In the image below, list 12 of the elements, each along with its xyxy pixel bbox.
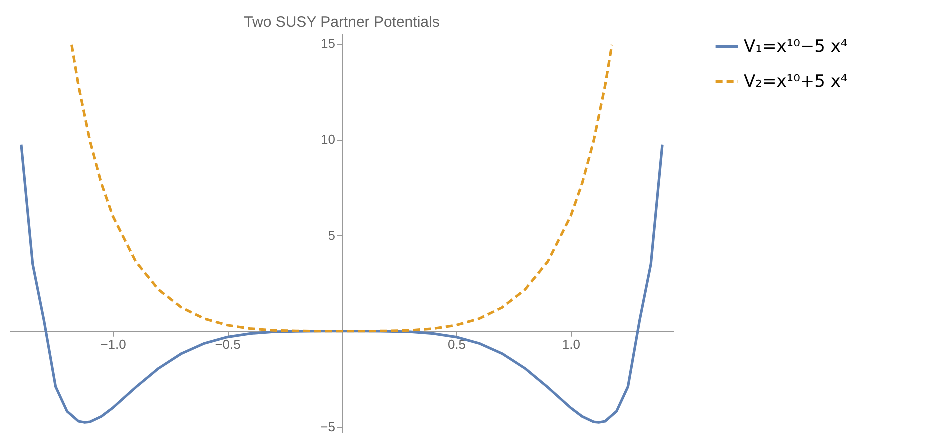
legend-label: V₁=x¹⁰−5 x⁴: [744, 37, 848, 57]
line-series: [20, 144, 664, 424]
y-tick-label: 15: [321, 36, 336, 52]
x-tick-label: −0.5: [215, 336, 241, 352]
y-tick-label: −5: [320, 420, 336, 435]
x-tick-label: 0.5: [448, 336, 466, 352]
legend-label: V₂=x¹⁰+5 x⁴: [744, 72, 848, 92]
x-tick-label: −1.0: [100, 336, 126, 352]
chart-title: Two SUSY Partner Potentials: [244, 14, 440, 31]
y-tick-label: 5: [328, 228, 336, 243]
y-tick-label: 10: [321, 132, 336, 148]
x-tick-label: 1.0: [562, 336, 581, 352]
